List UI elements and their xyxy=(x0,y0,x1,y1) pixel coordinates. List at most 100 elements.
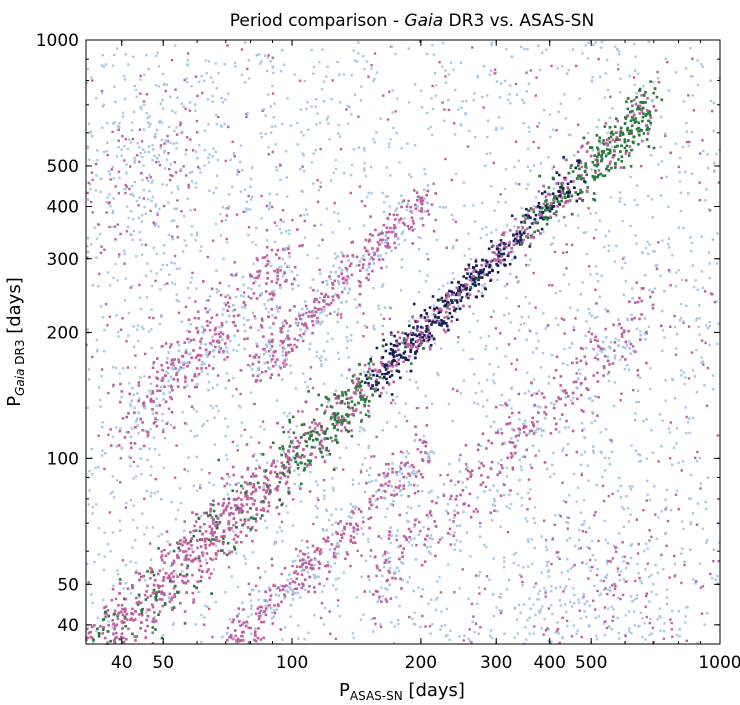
scatter-point xyxy=(562,318,566,321)
scatter-point xyxy=(106,153,109,157)
scatter-point xyxy=(396,330,400,334)
scatter-point xyxy=(363,67,366,71)
scatter-point xyxy=(368,590,371,593)
scatter-point xyxy=(577,601,581,604)
scatter-point xyxy=(354,386,357,390)
scatter-point xyxy=(187,547,191,550)
scatter-point xyxy=(451,420,454,423)
scatter-point xyxy=(406,142,409,145)
scatter-point xyxy=(259,62,262,65)
scatter-point xyxy=(251,490,255,494)
scatter-point xyxy=(484,264,488,268)
scatter-point xyxy=(425,312,428,315)
scatter-point xyxy=(279,70,283,73)
scatter-point xyxy=(289,371,293,375)
scatter-point xyxy=(671,254,674,257)
scatter-point xyxy=(208,329,212,332)
scatter-point xyxy=(630,148,633,152)
scatter-point xyxy=(603,174,607,177)
scatter-point xyxy=(372,324,375,328)
scatter-point xyxy=(138,146,141,149)
scatter-point xyxy=(370,455,373,458)
scatter-point xyxy=(634,579,637,583)
scatter-point xyxy=(616,138,619,141)
scatter-point xyxy=(264,114,267,117)
scatter-point xyxy=(90,448,93,451)
scatter-point xyxy=(604,620,607,623)
scatter-point xyxy=(477,290,480,293)
scatter-point xyxy=(400,494,403,497)
scatter-point xyxy=(334,637,337,641)
scatter-point xyxy=(599,592,603,595)
scatter-point xyxy=(359,468,362,472)
scatter-point xyxy=(223,484,226,488)
scatter-point xyxy=(225,372,229,375)
scatter-point xyxy=(648,633,651,636)
scatter-point xyxy=(222,501,225,505)
scatter-point xyxy=(541,605,544,608)
scatter-point xyxy=(250,613,253,616)
scatter-point xyxy=(516,632,520,635)
scatter-point xyxy=(579,511,583,514)
scatter-point xyxy=(302,134,305,137)
scatter-point xyxy=(333,310,336,314)
scatter-point xyxy=(527,209,530,213)
scatter-point xyxy=(87,631,91,635)
scatter-point xyxy=(333,424,336,428)
scatter-point xyxy=(534,94,537,97)
scatter-point xyxy=(190,547,193,551)
scatter-point xyxy=(523,221,527,224)
scatter-point xyxy=(564,176,568,180)
scatter-point xyxy=(151,195,154,199)
scatter-point xyxy=(473,401,476,404)
scatter-point xyxy=(243,41,247,44)
scatter-point xyxy=(342,571,346,574)
scatter-point xyxy=(458,459,461,462)
scatter-point xyxy=(210,542,213,545)
scatter-point xyxy=(153,154,156,158)
scatter-point xyxy=(664,379,667,382)
scatter-point xyxy=(268,338,271,342)
scatter-point xyxy=(344,428,348,432)
scatter-point xyxy=(246,67,249,71)
scatter-point xyxy=(332,489,335,492)
scatter-point xyxy=(694,582,697,585)
scatter-point xyxy=(594,41,597,44)
scatter-point xyxy=(431,623,434,626)
scatter-point xyxy=(316,257,319,260)
scatter-point xyxy=(637,625,640,628)
scatter-point xyxy=(105,211,108,214)
scatter-point xyxy=(148,190,151,193)
scatter-point xyxy=(648,119,652,122)
scatter-point xyxy=(646,493,649,496)
scatter-point xyxy=(145,112,148,115)
scatter-point xyxy=(215,539,218,542)
scatter-point xyxy=(260,194,263,198)
scatter-point xyxy=(604,428,608,431)
scatter-point xyxy=(520,468,523,471)
scatter-point xyxy=(705,324,708,327)
scatter-point xyxy=(430,133,434,137)
scatter-point xyxy=(212,147,215,150)
scatter-point xyxy=(98,272,101,276)
scatter-point xyxy=(296,273,299,277)
scatter-point xyxy=(210,572,213,575)
scatter-point xyxy=(472,312,475,315)
scatter-point xyxy=(154,478,157,481)
scatter-point xyxy=(448,527,452,530)
scatter-point xyxy=(416,320,420,323)
scatter-point xyxy=(177,508,180,512)
scatter-point xyxy=(552,128,555,131)
scatter-point xyxy=(361,463,364,466)
scatter-point xyxy=(688,431,691,435)
scatter-point xyxy=(460,283,463,287)
scatter-point xyxy=(202,551,205,554)
scatter-point xyxy=(210,530,214,534)
scatter-point xyxy=(612,615,615,618)
scatter-point xyxy=(231,140,234,143)
scatter-point xyxy=(350,429,353,432)
scatter-point xyxy=(207,538,211,542)
scatter-point xyxy=(186,63,189,66)
scatter-point xyxy=(427,602,430,605)
scatter-point xyxy=(455,239,458,242)
